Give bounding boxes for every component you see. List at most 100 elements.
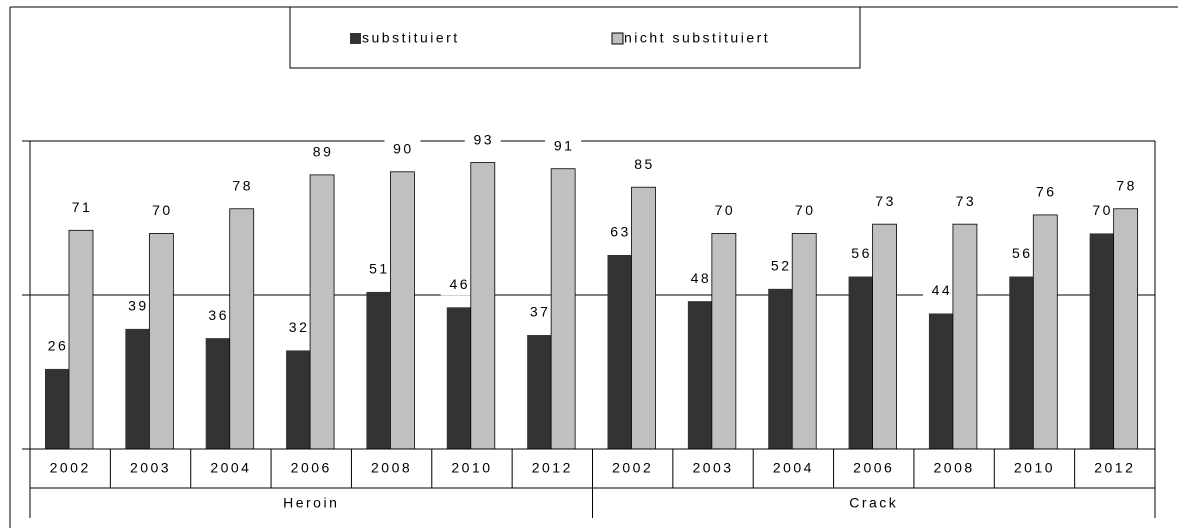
x-tick-label: 2002 bbox=[50, 460, 91, 476]
value-label: 36 bbox=[208, 307, 229, 323]
bar bbox=[872, 223, 897, 450]
value-label: 70 bbox=[152, 202, 173, 218]
x-tick-label: 2012 bbox=[532, 460, 573, 476]
bar bbox=[470, 162, 496, 450]
value-label: 46 bbox=[449, 276, 470, 292]
value-label: 78 bbox=[1116, 177, 1137, 193]
value-label-bg bbox=[119, 296, 156, 317]
value-label: 76 bbox=[1036, 184, 1057, 200]
value-label: 44 bbox=[932, 282, 953, 298]
bar bbox=[550, 168, 576, 450]
value-label-bg bbox=[625, 155, 662, 176]
value-label-bg bbox=[360, 259, 397, 280]
value-label: 71 bbox=[72, 199, 93, 215]
value-label: 70 bbox=[715, 202, 736, 218]
value-label-bg bbox=[63, 198, 99, 219]
group-label: Crack bbox=[849, 495, 898, 511]
bar bbox=[286, 350, 311, 449]
value-label-bg bbox=[39, 336, 75, 357]
value-label: 89 bbox=[313, 144, 334, 160]
x-tick-label: 2010 bbox=[1014, 460, 1055, 476]
bar bbox=[607, 254, 632, 449]
value-label: 51 bbox=[369, 261, 390, 277]
legend-label: nicht substituiert bbox=[624, 30, 770, 46]
x-tick-label: 2004 bbox=[210, 460, 251, 476]
value-label-bg bbox=[762, 256, 799, 277]
bar bbox=[791, 232, 817, 450]
value-label: 37 bbox=[530, 304, 551, 320]
value-label-bg bbox=[440, 275, 477, 296]
value-label: 73 bbox=[875, 193, 896, 209]
x-tick-label: 2006 bbox=[853, 460, 894, 476]
bar bbox=[205, 338, 230, 449]
value-label-bg bbox=[464, 130, 501, 151]
value-label-bg bbox=[842, 244, 879, 265]
value-label-bg bbox=[223, 176, 260, 197]
value-label-bg bbox=[946, 192, 983, 213]
bar bbox=[952, 223, 978, 450]
value-label-bg bbox=[1083, 201, 1120, 222]
bar bbox=[446, 307, 471, 449]
bar bbox=[229, 208, 255, 450]
value-label: 70 bbox=[795, 202, 816, 218]
bar bbox=[687, 301, 712, 449]
value-label-bg bbox=[1107, 176, 1144, 197]
bar bbox=[527, 335, 552, 449]
value-label-bg bbox=[545, 136, 582, 157]
value-label-bg bbox=[922, 281, 959, 302]
x-tick-label: 2002 bbox=[612, 460, 653, 476]
bar bbox=[711, 232, 737, 450]
legend-swatch bbox=[611, 32, 624, 45]
bar bbox=[1009, 276, 1034, 449]
value-label: 91 bbox=[554, 137, 575, 153]
bar bbox=[125, 328, 150, 449]
value-label-bg bbox=[1027, 182, 1064, 203]
value-label-bg bbox=[280, 318, 317, 339]
value-label: 90 bbox=[393, 141, 414, 157]
group-label: Heroin bbox=[283, 495, 339, 511]
value-label-bg bbox=[521, 303, 558, 324]
value-label: 93 bbox=[473, 131, 494, 147]
value-label-bg bbox=[1003, 244, 1040, 265]
value-label-bg bbox=[143, 201, 180, 222]
x-tick-label: 2008 bbox=[371, 460, 412, 476]
x-tick-label: 2006 bbox=[291, 460, 332, 476]
value-label: 32 bbox=[289, 319, 310, 335]
bar bbox=[366, 291, 391, 449]
value-label-bg bbox=[199, 306, 236, 327]
x-tick-label: 2003 bbox=[692, 460, 733, 476]
x-tick-label: 2008 bbox=[934, 460, 975, 476]
value-label: 56 bbox=[1012, 245, 1033, 261]
bar bbox=[1089, 233, 1114, 449]
bar bbox=[1113, 208, 1139, 450]
value-label-bg bbox=[384, 139, 421, 160]
bar bbox=[390, 171, 415, 450]
bar bbox=[309, 174, 335, 450]
bar bbox=[1032, 214, 1058, 450]
value-label-bg bbox=[601, 222, 638, 243]
x-tick-label: 2003 bbox=[130, 460, 171, 476]
value-label-bg bbox=[705, 201, 742, 222]
value-label: 73 bbox=[956, 193, 977, 209]
bar bbox=[848, 276, 873, 449]
value-label: 70 bbox=[1092, 202, 1113, 218]
value-label: 56 bbox=[851, 245, 872, 261]
bar bbox=[768, 288, 793, 449]
value-label: 63 bbox=[610, 224, 631, 240]
bar bbox=[928, 313, 953, 449]
value-label-bg bbox=[866, 192, 903, 213]
value-label: 52 bbox=[771, 258, 792, 274]
value-label-bg bbox=[681, 269, 718, 290]
value-label-bg bbox=[786, 201, 823, 222]
value-label: 26 bbox=[48, 338, 69, 354]
bar bbox=[45, 368, 69, 449]
x-tick-label: 2010 bbox=[451, 460, 492, 476]
legend bbox=[289, 6, 861, 69]
legend-label: substituiert bbox=[362, 30, 460, 46]
bar bbox=[148, 232, 174, 450]
value-label-bg bbox=[304, 142, 341, 163]
value-label: 39 bbox=[128, 298, 149, 314]
bar bbox=[68, 229, 94, 450]
value-label: 78 bbox=[232, 177, 253, 193]
